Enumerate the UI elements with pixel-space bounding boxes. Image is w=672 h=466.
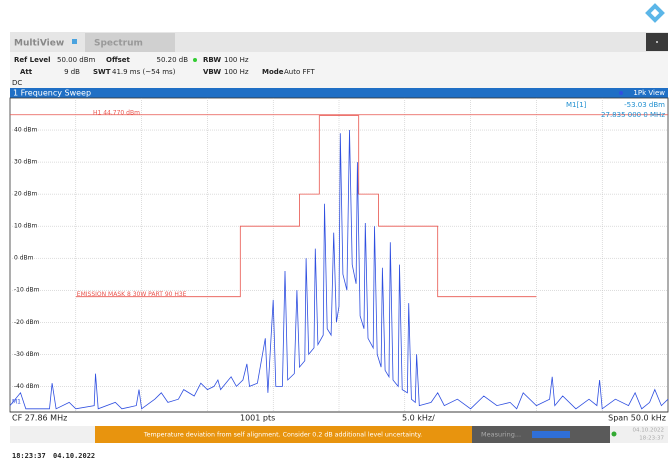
tab[interactable] — [85, 33, 175, 52]
settings-panel — [10, 52, 668, 88]
setting-value: 100 Hz — [224, 68, 249, 76]
y-tick-label: -40 dBm — [14, 383, 40, 390]
y-tick-label: 20 dBm — [14, 191, 37, 198]
y-tick-label: 0 dBm — [14, 255, 34, 262]
menu-dot — [656, 41, 658, 43]
view-mode: 1Pk View — [633, 89, 665, 97]
marker-name: M1[1] — [566, 101, 587, 109]
setting-name: Att — [20, 68, 33, 76]
trace-line — [9, 129, 669, 410]
tab-label[interactable]: MultiView — [14, 39, 64, 49]
status-date: 04.10.2022 — [633, 428, 665, 434]
setting-value: 41.9 ms (~54 ms) — [112, 68, 176, 76]
coupling: DC — [12, 79, 22, 87]
setting-value: 50.00 dBm — [57, 56, 96, 64]
y-tick-label: -30 dBm — [14, 351, 40, 358]
logo — [645, 3, 665, 23]
limit-line-label: H1 44.770 dBm — [93, 109, 140, 116]
tab-icon — [72, 39, 77, 44]
setting-value: Auto FFT — [284, 68, 315, 76]
setting-name: VBW — [203, 68, 221, 76]
setting-name: RBW — [203, 56, 221, 64]
network-icon — [611, 431, 617, 437]
setting-value: 9 dB — [64, 68, 80, 76]
sweep-points: 1001 pts — [240, 414, 275, 423]
window-bar — [10, 88, 668, 98]
marker-label: M1 — [12, 399, 21, 406]
setting-name: Ref Level — [14, 56, 51, 64]
y-tick-label: 10 dBm — [14, 223, 37, 230]
progress-bar — [532, 431, 570, 438]
setting-value: 50.20 dB — [156, 56, 188, 64]
y-tick-label: 40 dBm — [14, 127, 37, 134]
status-time: 18:23:37 — [639, 436, 664, 442]
status-dot — [193, 58, 197, 62]
caption-time: 18:23:37 — [12, 452, 46, 460]
caption-date: 04.10.2022 — [53, 452, 95, 460]
warning-message: Temperature deviation from self alignmen… — [143, 432, 422, 439]
y-tick-label: -20 dBm — [14, 319, 40, 326]
marker-frequency: 27.835 000 0 MHz — [601, 111, 665, 119]
span: Span 50.0 kHz — [608, 414, 666, 423]
setting-name: Offset — [106, 56, 131, 64]
marker-level: -53.03 dBm — [624, 101, 665, 109]
mask-line — [75, 115, 537, 298]
setting-name: Mode — [262, 68, 284, 76]
measuring: Measuring... — [481, 431, 521, 439]
trace-dot — [619, 91, 623, 95]
warning-box — [95, 426, 472, 443]
y-tick-label: -10 dBm — [14, 287, 40, 294]
center-frequency: CF 27.86 MHz — [12, 414, 67, 423]
mask-label: EMISSION MASK 8 30W PART 90 H3E — [77, 291, 187, 298]
window-title: 1 Frequency Sweep — [13, 89, 91, 98]
setting-value: 100 Hz — [224, 56, 249, 64]
setting-name: SWT — [93, 68, 111, 76]
tab-label[interactable]: Spectrum — [94, 39, 143, 49]
division: 5.0 kHz/ — [402, 414, 435, 423]
y-tick-label: 30 dBm — [14, 159, 37, 166]
